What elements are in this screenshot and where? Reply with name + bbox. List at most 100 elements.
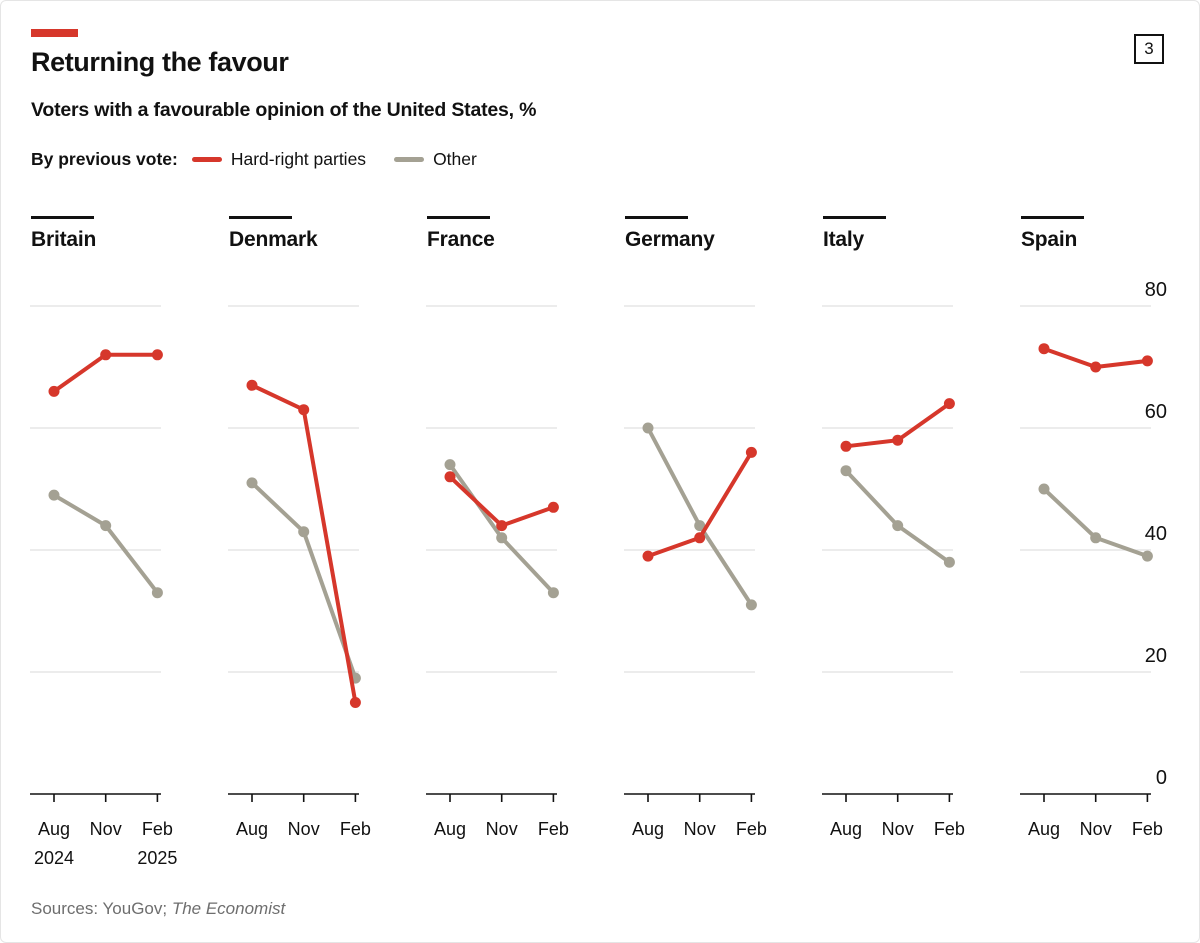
other-point	[444, 459, 456, 471]
other-point	[1090, 532, 1102, 544]
other-point	[840, 465, 852, 477]
hard-right-line-swatch-icon	[191, 157, 222, 162]
panel-germany: Germany Aug Nov Feb	[624, 211, 767, 891]
panel-italy: Italy Aug Nov Feb	[822, 211, 965, 891]
hard-right-point	[298, 404, 310, 416]
hard-right-point	[496, 520, 508, 532]
other-line	[646, 426, 754, 607]
hard-right-point	[745, 446, 757, 458]
hard-right-point	[246, 379, 258, 391]
source-publication: The Economist	[171, 899, 286, 918]
page-number-badge: 3	[1134, 34, 1164, 64]
other-point	[694, 520, 706, 532]
x-tick-label: Aug	[235, 819, 269, 839]
other-line	[52, 493, 160, 595]
panel-denmark: Denmark Aug Nov Feb	[228, 211, 371, 891]
other-line	[1042, 487, 1150, 559]
x-tick-label: Nov	[287, 819, 320, 839]
year-label: 2024	[33, 848, 75, 868]
other-point	[1038, 483, 1050, 495]
hard-right-point	[943, 398, 955, 410]
plot-spain	[1020, 305, 1153, 802]
legend-label: By previous vote:	[31, 149, 178, 169]
legend-item-label: Hard-right parties	[230, 149, 367, 169]
legend-item-other: Other	[394, 149, 477, 170]
source-note: Sources: YouGov; The Economist	[31, 899, 285, 919]
y-tick-label: 0	[1155, 767, 1167, 789]
panel-top-rule	[823, 216, 886, 219]
hard-right-point	[349, 697, 361, 708]
panel-top-rule	[31, 216, 94, 219]
hard-right-line	[52, 352, 160, 394]
legend-item-label: Other	[433, 149, 477, 169]
source-text: Sources: YouGov;	[31, 899, 172, 918]
country-title: France	[427, 228, 495, 251]
other-line-swatch-icon	[394, 157, 425, 162]
other-line	[844, 468, 952, 565]
panel-top-rule	[229, 216, 292, 219]
x-tick-label: Aug	[829, 819, 863, 839]
y-tick-label: 20	[1144, 645, 1167, 667]
other-point	[100, 520, 112, 532]
legend: By previous vote: Hard-right parties Oth…	[31, 149, 505, 170]
x-tick-label: Nov	[485, 819, 518, 839]
country-title: Denmark	[229, 228, 318, 251]
other-point	[298, 526, 310, 538]
hard-right-point	[1141, 355, 1153, 367]
hard-right-point	[694, 532, 706, 544]
other-point	[496, 532, 508, 544]
y-tick-label: 40	[1144, 523, 1167, 545]
country-title: Britain	[31, 228, 97, 251]
y-tick-label: 80	[1144, 279, 1167, 301]
x-tick-label: Feb	[339, 819, 371, 839]
other-point	[246, 477, 258, 489]
panel-top-rule	[1021, 216, 1084, 219]
plot-france	[426, 305, 559, 802]
x-tick-label: Nov	[881, 819, 914, 839]
panel-top-rule	[625, 216, 688, 219]
y-tick-label: 60	[1144, 401, 1167, 423]
hard-right-line	[448, 474, 556, 528]
panel-france: France Aug Nov Feb	[426, 211, 569, 891]
hard-right-line	[250, 383, 358, 705]
hard-right-point	[642, 550, 654, 562]
other-line	[448, 462, 556, 595]
chart-title: Returning the favour	[31, 47, 289, 77]
other-point	[943, 556, 955, 568]
hard-right-point	[444, 471, 456, 483]
hard-right-point	[48, 385, 60, 397]
panel-britain: Britain Aug Nov Feb 2024 2025	[30, 211, 177, 891]
x-tick-label: Aug	[37, 819, 71, 839]
x-tick-label: Nov	[683, 819, 716, 839]
plot-denmark	[228, 305, 361, 802]
country-title: Germany	[625, 228, 715, 251]
panel-spain: Spain Aug Nov Feb	[1020, 211, 1163, 891]
x-tick-label: Feb	[1131, 819, 1163, 839]
x-tick-label: Nov	[89, 819, 122, 839]
legend-item-hard-right: Hard-right parties	[191, 149, 367, 170]
other-point	[48, 489, 60, 501]
hard-right-line	[844, 401, 952, 449]
x-tick-label: Nov	[1079, 819, 1112, 839]
hard-right-point	[892, 434, 904, 446]
x-tick-label: Aug	[1027, 819, 1061, 839]
x-tick-label: Feb	[735, 819, 767, 839]
other-line	[250, 480, 358, 681]
hard-right-point	[840, 440, 852, 452]
year-label: 2025	[137, 848, 178, 868]
other-point	[151, 587, 163, 599]
hard-right-point	[100, 349, 112, 361]
x-tick-label: Feb	[141, 819, 173, 839]
hard-right-point	[1090, 361, 1102, 373]
other-point	[745, 599, 757, 611]
country-title: Spain	[1021, 228, 1078, 251]
plot-italy	[822, 305, 955, 802]
plot-germany	[624, 305, 757, 802]
other-point	[349, 672, 361, 684]
other-point	[1141, 550, 1153, 562]
x-tick-label: Aug	[631, 819, 665, 839]
x-tick-label: Feb	[933, 819, 965, 839]
